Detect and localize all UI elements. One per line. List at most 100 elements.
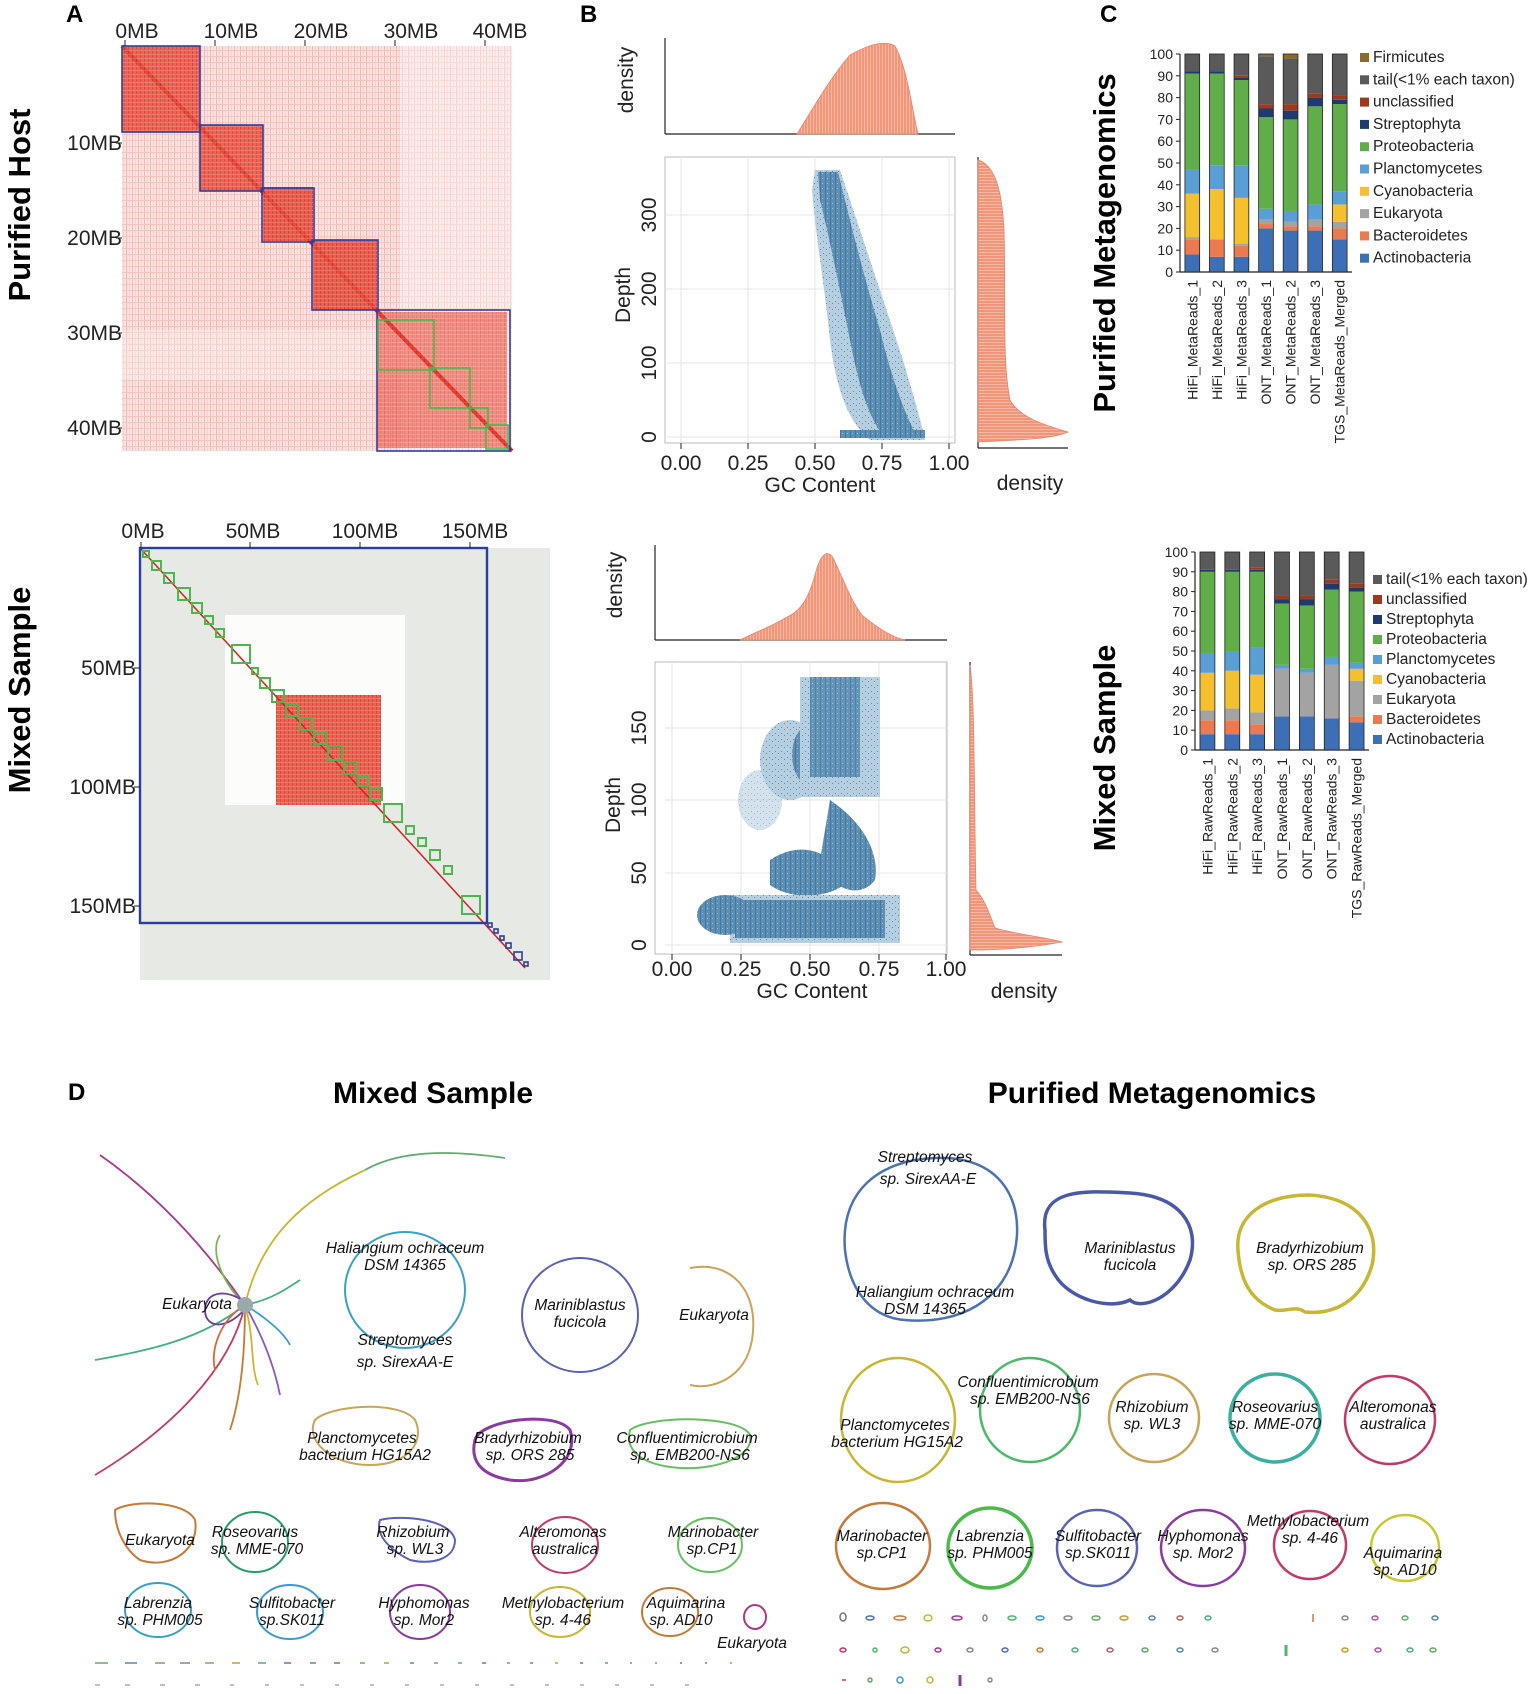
assembly-graph-purified — [834, 1156, 1441, 1686]
bar-segment-actinobacteria — [1349, 722, 1365, 750]
scatter-floor — [840, 430, 925, 438]
gc-depth-plot-mixed: density 0.00 0. — [602, 545, 1064, 1003]
bar-segment-eukaryota — [1283, 221, 1298, 227]
hic-top-xtick: 40MB — [473, 20, 528, 43]
genome-label: sp. ORS 285 — [486, 1447, 575, 1464]
bar-segment-planctomycetes — [1249, 647, 1265, 675]
bar-outline — [1299, 551, 1315, 751]
bar-segment-streptophyta — [1332, 99, 1348, 105]
density-depth-curve — [969, 664, 1064, 951]
bar-segment-proteobacteria — [1209, 73, 1225, 166]
bar-segment-eukaryota — [1299, 672, 1315, 717]
bar-ytick-label: 70 — [1172, 603, 1188, 619]
bar-segment-bacteroidetes — [1307, 226, 1323, 231]
bar-segment-actinobacteria — [1299, 716, 1315, 750]
row-label-mixed-sample-c: Mixed Sample — [1087, 645, 1122, 852]
genome-label: DSM 14365 — [884, 1301, 966, 1318]
genome-labels-purified: Streptomyces sp. SirexAA-E Haliangium oc… — [831, 1149, 1442, 1579]
stacked-bar-purified: 0 10 20 30 40 50 60 70 80 90 100 HiFi_MetaReads_1 Hi… — [1150, 46, 1515, 443]
bar-segment-proteobacteria — [1299, 605, 1315, 669]
bar-segment-actinobacteria — [1184, 254, 1200, 272]
hic-bottom-ytick: 100MB — [69, 776, 136, 799]
legend-swatch-actinobacteria — [1360, 253, 1369, 263]
bar-segment-cyanobacteria — [1349, 668, 1365, 681]
scatter-ticks — [671, 954, 947, 960]
bar-segment-tail-1-each-taxon — [1249, 552, 1265, 568]
bar-segment-unclassified — [1283, 104, 1298, 111]
genome-ring — [978, 1356, 1082, 1464]
scatter-ylabel: Depth — [612, 267, 635, 323]
genome-label: Mariniblastus — [1084, 1240, 1176, 1257]
bar-segment-cyanobacteria — [1184, 193, 1200, 238]
bar-ytick-label: 0 — [1165, 264, 1173, 280]
bar-category-label: ONT_RawReads_3 — [1324, 758, 1340, 880]
genome-label: Marinobacter — [837, 1528, 928, 1545]
scatter-ylabel: Depth — [602, 777, 625, 833]
genome-label: sp. EMB200-NS6 — [970, 1391, 1090, 1408]
hic-bottom-tick-marks — [134, 542, 471, 907]
row-label-purified-metagenomics: Purified Metagenomics — [1087, 73, 1122, 412]
bar-ytick-label: 80 — [1172, 584, 1188, 600]
hic-blue-boxes — [121, 45, 511, 452]
bar-segment-planctomycetes — [1283, 210, 1298, 222]
genome-label: Alteromonas — [1348, 1399, 1436, 1416]
bar-ytick-label: 80 — [1157, 90, 1173, 106]
bar-segment-proteobacteria — [1249, 571, 1265, 648]
bar-segment-tail-1-each-taxon — [1258, 56, 1274, 105]
density-gc-curve — [739, 553, 906, 641]
hic-top-xtick: 20MB — [294, 20, 349, 43]
legend-swatch-planctomycetes — [1373, 655, 1382, 664]
hic-contig-box — [469, 407, 489, 429]
genome-label: australica — [532, 1541, 599, 1558]
genome-ring — [1343, 1374, 1437, 1466]
bar-segment-tail-1-each-taxon — [1234, 54, 1249, 76]
bar-segment-actinobacteria — [1258, 228, 1274, 272]
scatter-cloud — [735, 900, 885, 938]
genome-label: Bradyrhizobium — [474, 1430, 582, 1447]
bar-segment-tail-1-each-taxon — [1299, 552, 1315, 596]
legend-label-tail-1-each-taxon: tail(<1% each taxon) — [1386, 571, 1528, 588]
bar-category-label: HiFi_RawReads_2 — [1224, 758, 1240, 875]
bar-category-label: HiFi_RawReads_3 — [1249, 758, 1265, 875]
legend-label-streptophyta: Streptophyta — [1386, 611, 1474, 628]
bar-ytick-label: 60 — [1157, 133, 1173, 149]
bar-ytick-label: 10 — [1172, 722, 1188, 738]
bar-segment-actinobacteria — [1307, 230, 1323, 272]
bar-segment-firmicutes — [1283, 54, 1298, 59]
genome-label: Labrenzia — [956, 1528, 1024, 1545]
bar-segment-tail-1-each-taxon — [1184, 54, 1200, 72]
bar-segment-bacteroidetes — [1332, 228, 1348, 240]
genome-ring — [521, 1257, 639, 1373]
genome-label: Planctomycetes — [840, 1417, 950, 1434]
bar-segment-streptophyta — [1249, 569, 1265, 572]
legend-label-cyanobacteria: Cyanobacteria — [1373, 183, 1473, 200]
bar-segment-cyanobacteria — [1249, 674, 1265, 713]
hic-chrom-box — [376, 309, 511, 452]
genome-ring — [344, 1231, 466, 1349]
bar-outline — [1249, 551, 1265, 751]
genome-ring — [531, 1516, 599, 1574]
bar-segment-cyanobacteria — [1224, 670, 1240, 709]
bar-outline — [1258, 53, 1274, 273]
hic-bottom-ytick: 150MB — [69, 895, 136, 918]
bar-segment-tail-1-each-taxon — [1209, 54, 1225, 72]
scatter-xtick: 1.00 — [929, 452, 970, 475]
bar-segment-unclassified — [1234, 75, 1249, 78]
bar-ytick-label: 0 — [1180, 742, 1188, 758]
bar-segment-bacteroidetes — [1184, 239, 1200, 255]
bar-segment-proteobacteria — [1283, 119, 1298, 211]
bar-category-label: TGS_RawReads_Merged — [1349, 758, 1365, 918]
genome-label: fucicola — [1104, 1257, 1157, 1274]
genome-label: sp. WL3 — [1124, 1416, 1181, 1433]
genome-ring — [743, 1604, 767, 1630]
genome-label: Sulfitobacter — [1055, 1528, 1142, 1545]
genome-label: sp. MME-070 — [211, 1541, 304, 1558]
legend-swatch-unclassified — [1360, 97, 1369, 107]
genome-label: Aquimarina — [1363, 1545, 1443, 1562]
hic-green-boxes — [142, 550, 481, 915]
bar-segment-planctomycetes — [1234, 165, 1249, 198]
hic-top-tick-marks — [116, 40, 486, 429]
density-label-right: density — [991, 980, 1058, 1003]
bar-segment-eukaryota — [1234, 243, 1249, 246]
scatter-cloud — [697, 895, 753, 935]
